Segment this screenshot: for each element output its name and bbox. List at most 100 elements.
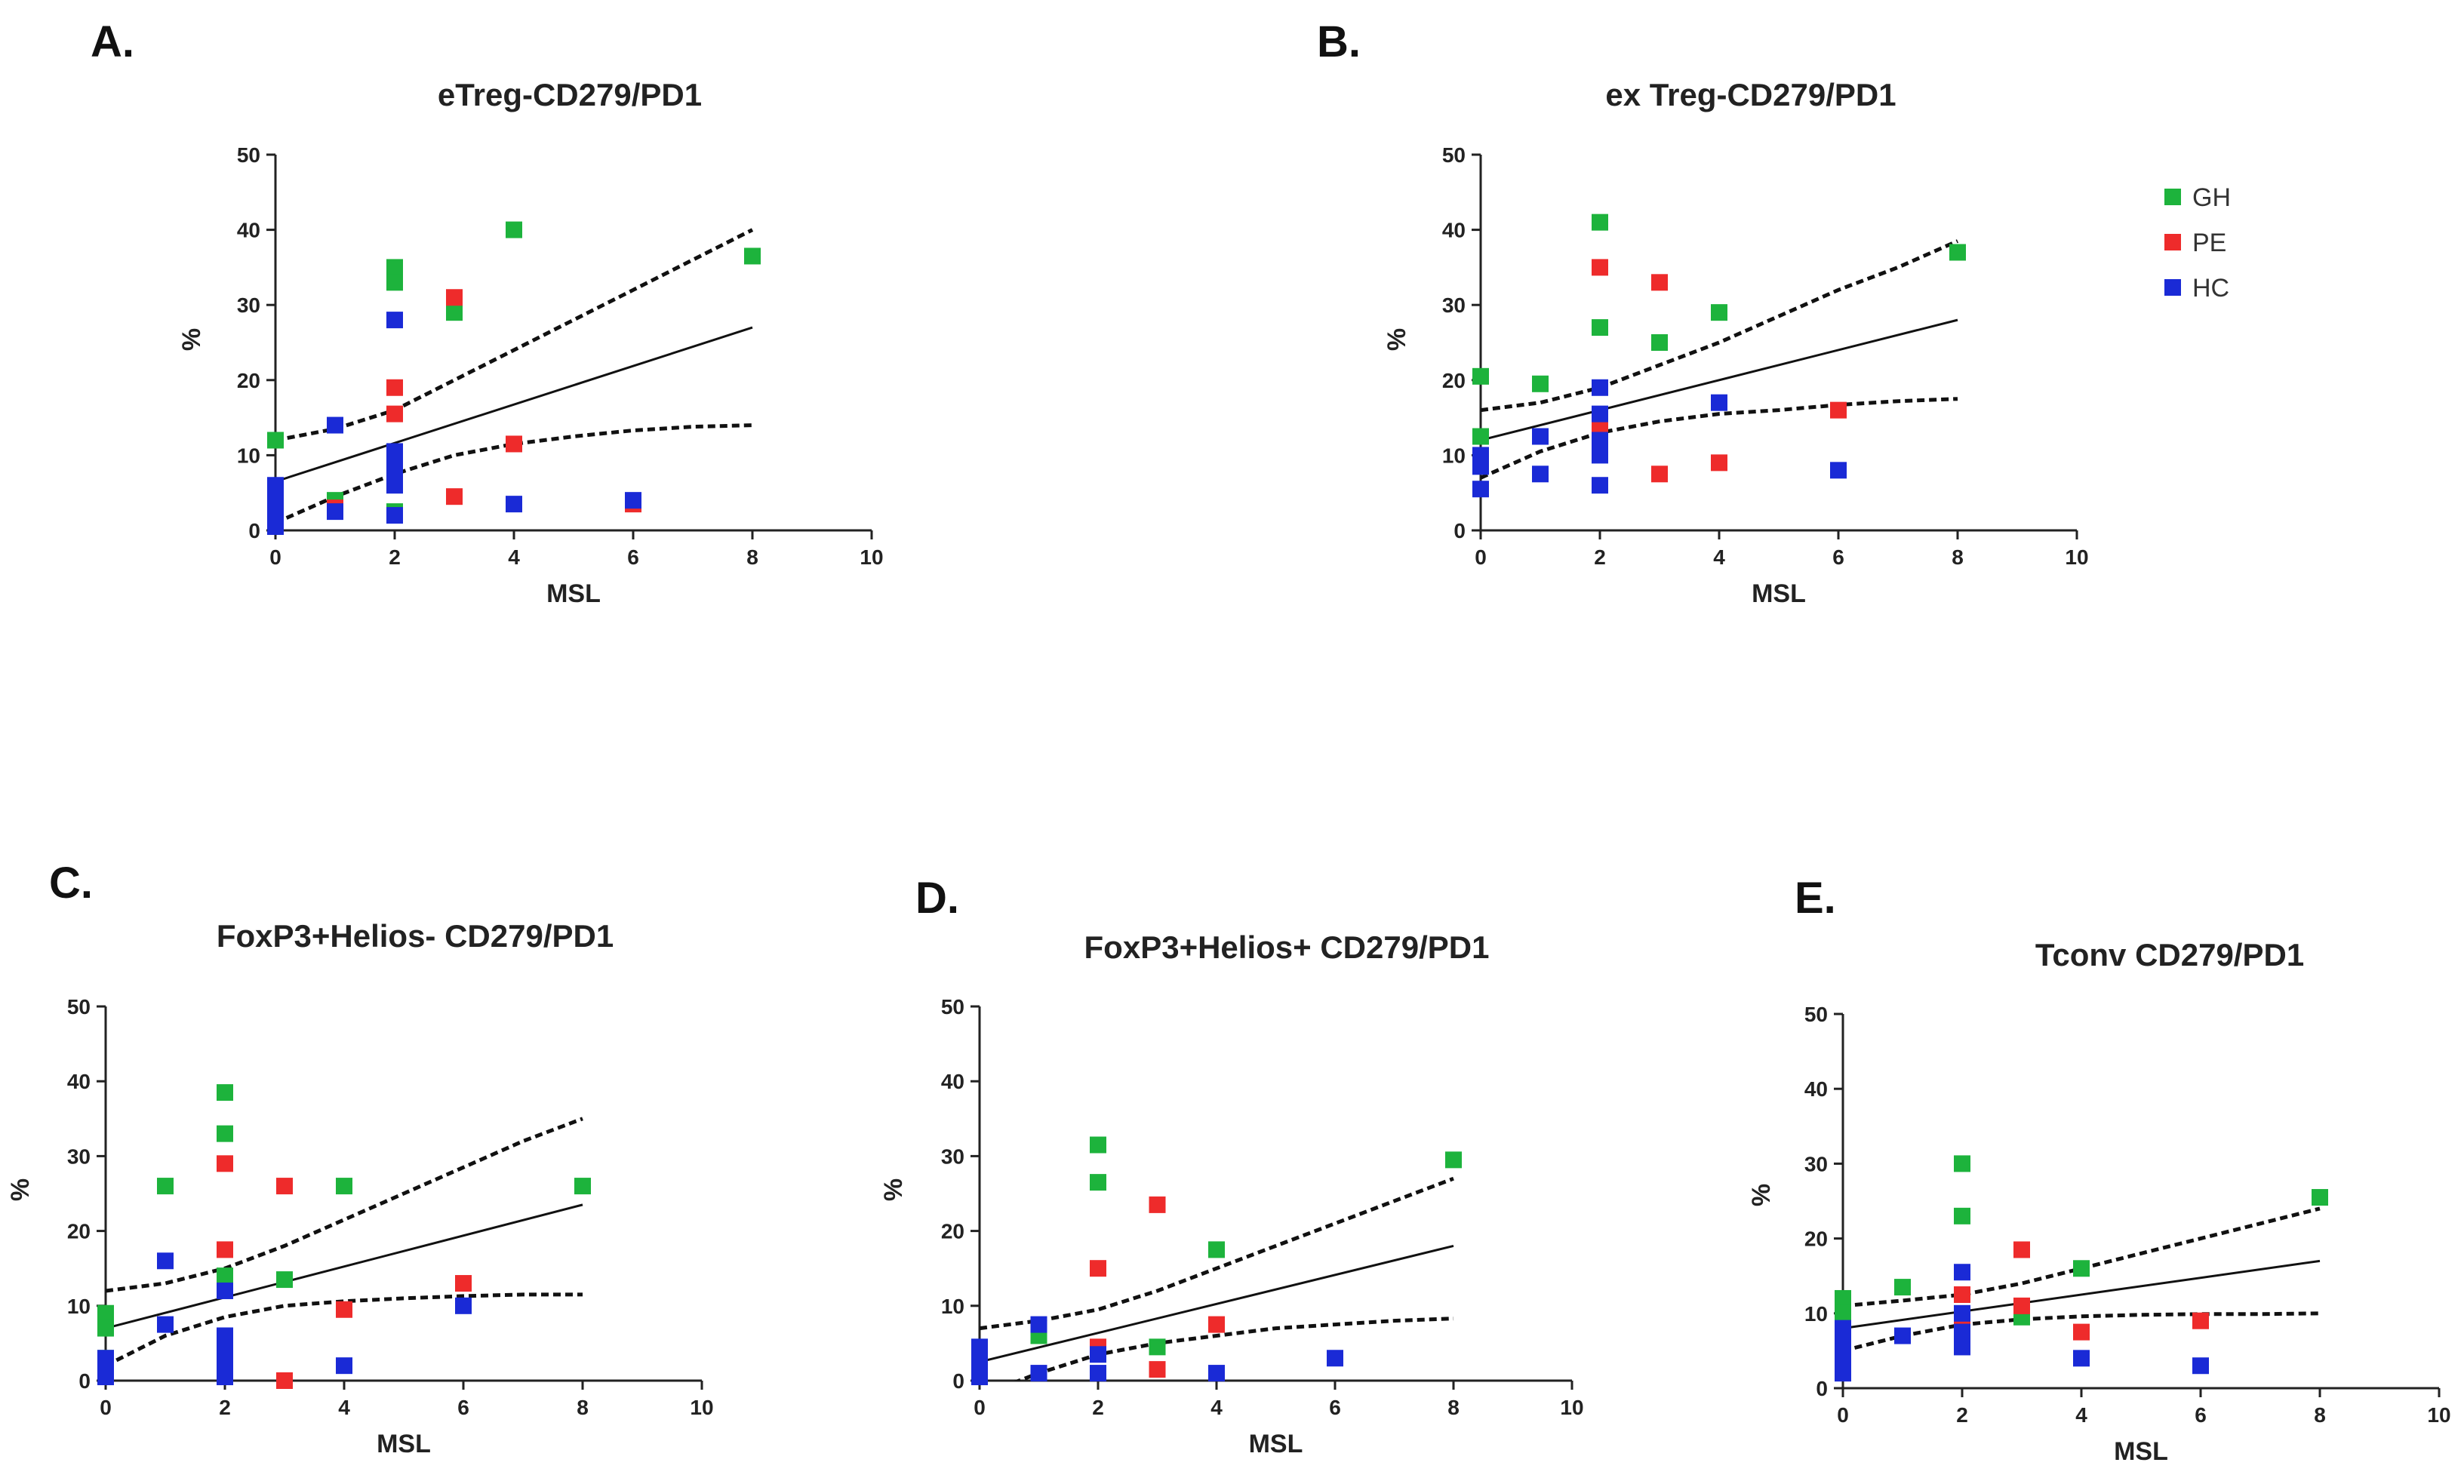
y-tick-label-e: 40 xyxy=(1804,1077,1828,1101)
y-tick-label-c: 10 xyxy=(67,1295,91,1318)
point-pe xyxy=(446,289,463,306)
point-hc xyxy=(2073,1350,2090,1367)
point-pe xyxy=(1149,1196,1166,1213)
point-gh xyxy=(1949,244,1966,261)
panel-e: E. Tconv CD279/PD1 0 2 4 6 8 10 0 10 20 30 40 50 MSL% xyxy=(1747,874,2451,1466)
x-tick-label-e: 4 xyxy=(2075,1403,2087,1427)
point-pe xyxy=(276,1372,293,1389)
point-hc xyxy=(386,312,403,329)
ci-upper-c xyxy=(106,1117,583,1293)
ci-lower-b xyxy=(1481,397,1958,480)
point-gh xyxy=(1592,319,1608,336)
y-tick-label-c: 20 xyxy=(67,1220,91,1243)
y-tick-label-e: 20 xyxy=(1804,1227,1828,1251)
y-tick-label-b: 20 xyxy=(1442,369,1466,392)
point-hc xyxy=(386,477,403,494)
point-hc xyxy=(1592,379,1608,396)
point-gh xyxy=(217,1084,233,1101)
point-pe xyxy=(446,488,463,505)
x-tick-label-b: 4 xyxy=(1713,545,1725,569)
point-gh xyxy=(1954,1155,1970,1172)
point-hc xyxy=(1830,462,1847,479)
x-tick-label-d: 2 xyxy=(1092,1396,1104,1419)
point-hc xyxy=(157,1252,174,1270)
point-gh xyxy=(157,1178,174,1195)
point-gh xyxy=(267,432,284,449)
point-pe xyxy=(386,405,403,422)
y-axis-label-c: % xyxy=(6,1178,35,1201)
point-gh xyxy=(386,274,403,291)
point-gh xyxy=(276,1271,293,1289)
point-gh xyxy=(2073,1260,2090,1277)
legend-label-hc: HC xyxy=(2192,274,2229,303)
point-gh xyxy=(506,221,522,238)
ci-lower-c xyxy=(106,1292,583,1368)
point-pe xyxy=(217,1155,233,1172)
chart-title-d: FoxP3+Helios+ CD279/PD1 xyxy=(1084,929,1490,965)
point-hc xyxy=(1711,394,1727,411)
point-gh xyxy=(1090,1136,1106,1154)
y-tick-label-d: 50 xyxy=(941,995,964,1019)
point-gh xyxy=(1711,304,1727,321)
legend-item-pe: PE xyxy=(2164,229,2226,257)
x-axis-label-e: MSL xyxy=(2114,1437,2168,1466)
y-tick-label-a: 10 xyxy=(237,444,260,467)
y-axis-label-a: % xyxy=(177,328,206,351)
y-tick-label-b: 40 xyxy=(1442,219,1466,242)
point-gh xyxy=(1835,1304,1851,1322)
point-pe xyxy=(1830,401,1847,419)
point-gh xyxy=(1445,1151,1462,1169)
point-gh xyxy=(574,1178,591,1195)
y-tick-label-e: 0 xyxy=(1816,1377,1828,1400)
point-gh xyxy=(1208,1241,1225,1258)
y-axis-label-b: % xyxy=(1383,328,1411,351)
x-tick-label-e: 2 xyxy=(1956,1403,1968,1427)
point-hc xyxy=(1532,465,1549,483)
y-tick-label-a: 0 xyxy=(248,519,260,542)
point-hc xyxy=(327,503,343,521)
x-tick-label-c: 6 xyxy=(457,1396,469,1419)
point-hc xyxy=(386,507,403,524)
y-tick-label-d: 20 xyxy=(941,1220,964,1243)
panel-letter-c: C. xyxy=(49,859,93,908)
point-pe xyxy=(1651,274,1668,291)
regression-line-b xyxy=(1480,318,1958,441)
point-pe xyxy=(2192,1312,2209,1329)
point-gh xyxy=(1090,1174,1106,1191)
point-pe xyxy=(276,1178,293,1195)
regression-line-a xyxy=(275,326,753,483)
regression-line-c xyxy=(105,1203,583,1330)
point-hc xyxy=(1030,1316,1047,1333)
y-tick-label-b: 30 xyxy=(1442,293,1466,317)
point-hc xyxy=(1954,1264,1970,1281)
point-gh xyxy=(386,259,403,276)
x-tick-label-d: 6 xyxy=(1329,1396,1341,1419)
point-gh xyxy=(1954,1207,1970,1224)
ci-lower-e xyxy=(1843,1311,2321,1353)
point-hc xyxy=(336,1357,352,1375)
x-tick-label-b: 0 xyxy=(1475,545,1487,569)
x-tick-label-c: 10 xyxy=(690,1396,713,1419)
x-tick-label-e: 6 xyxy=(2195,1403,2207,1427)
point-hc xyxy=(1532,428,1549,445)
x-axis-label-c: MSL xyxy=(377,1430,431,1458)
legend-marker-gh xyxy=(2164,189,2181,205)
ci-upper-d xyxy=(980,1176,1454,1331)
point-gh xyxy=(2312,1189,2328,1206)
point-pe xyxy=(506,435,522,453)
point-pe xyxy=(336,1301,352,1318)
point-gh xyxy=(744,247,761,265)
point-hc xyxy=(1090,1365,1106,1382)
y-tick-label-c: 30 xyxy=(67,1144,91,1168)
point-gh xyxy=(97,1304,114,1322)
point-hc xyxy=(506,496,522,513)
point-hc xyxy=(97,1369,114,1386)
legend-label-pe: PE xyxy=(2192,229,2226,257)
point-pe xyxy=(1090,1260,1106,1277)
panel-letter-e: E. xyxy=(1795,874,1836,923)
chart-title-c: FoxP3+Helios- CD279/PD1 xyxy=(217,918,614,954)
point-hc xyxy=(1835,1365,1851,1382)
point-pe xyxy=(1149,1361,1166,1378)
y-tick-label-a: 20 xyxy=(237,369,260,392)
point-gh xyxy=(1651,334,1668,351)
